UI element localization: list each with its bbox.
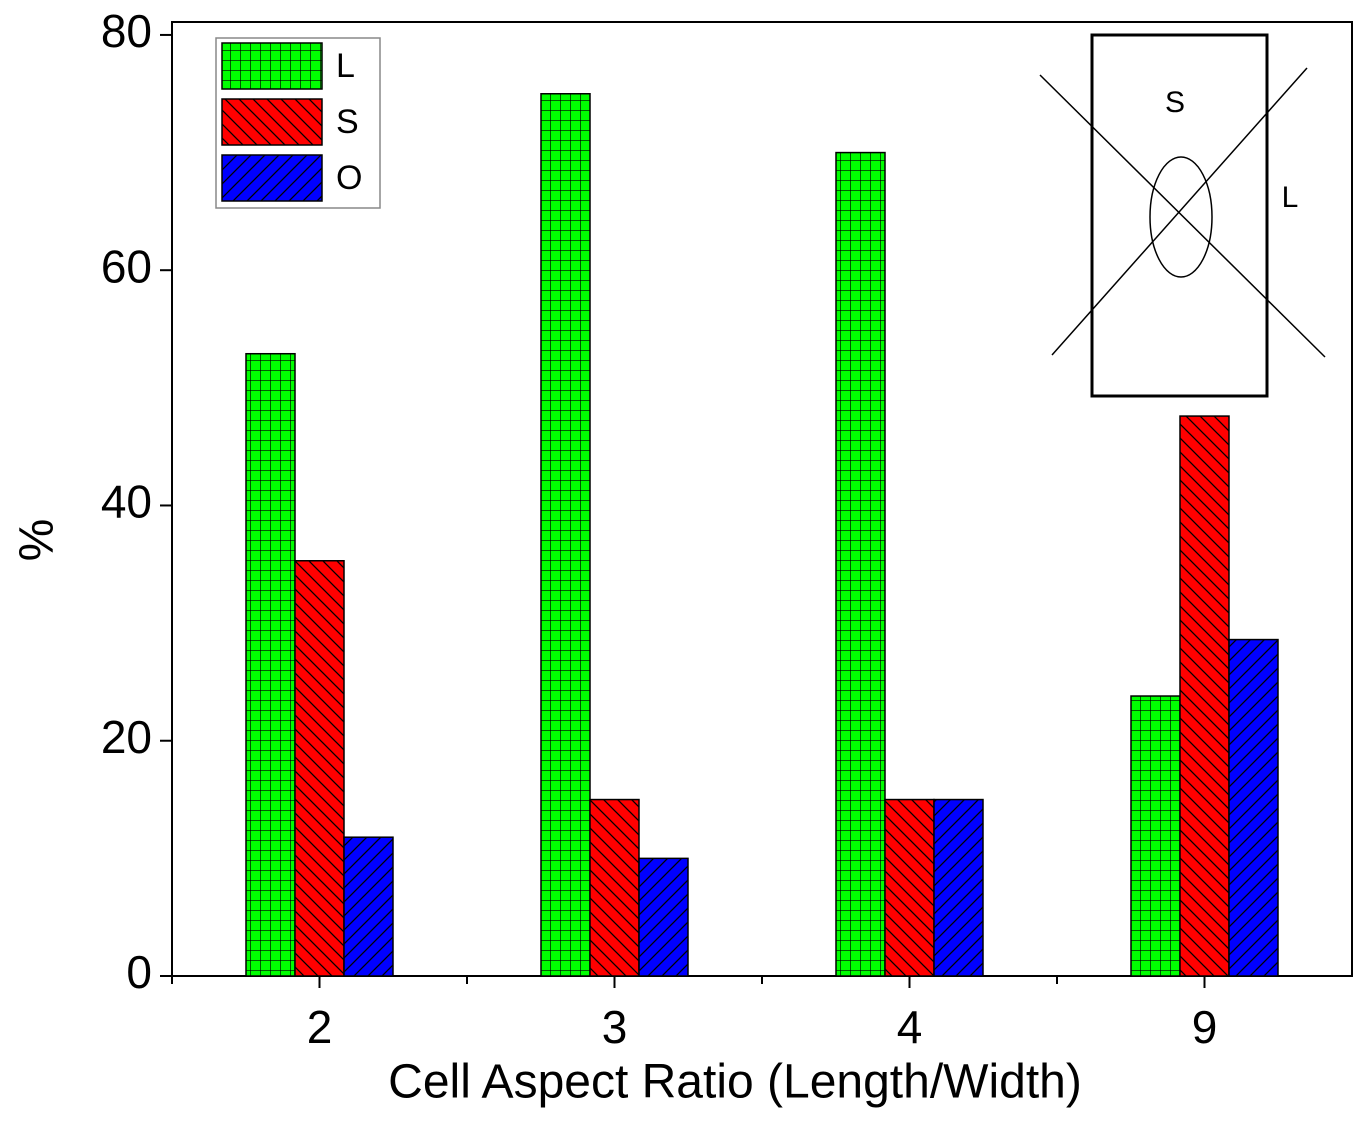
- bar: [638, 857, 689, 977]
- bar: [835, 151, 886, 977]
- bar: [1130, 695, 1181, 977]
- y-tick-label: 0: [126, 946, 152, 998]
- bar: [540, 93, 591, 977]
- legend-swatch: [221, 42, 323, 90]
- x-tick-label: 4: [897, 1001, 923, 1053]
- bar: [933, 798, 984, 977]
- legend-label: S: [336, 103, 359, 141]
- x-tick-label: 9: [1192, 1001, 1218, 1053]
- bar: [1228, 638, 1279, 977]
- y-tick-label: 60: [101, 240, 152, 292]
- legend-label: O: [336, 159, 362, 197]
- inset-diagram: S L: [1039, 33, 1326, 398]
- bar: [294, 560, 345, 977]
- bar: [343, 836, 394, 977]
- inset-label: S: [1165, 86, 1185, 119]
- y-tick-label: 40: [101, 476, 152, 528]
- x-tick-label: 3: [602, 1001, 628, 1053]
- legend-swatch: [221, 98, 323, 146]
- x-tick-label: 2: [307, 1001, 333, 1053]
- bar: [245, 352, 296, 977]
- x-axis-label: Cell Aspect Ratio (Length/Width): [388, 1056, 1082, 1109]
- legend-swatch: [221, 154, 323, 202]
- bar: [589, 798, 640, 977]
- bar: [884, 798, 935, 977]
- y-tick-label: 80: [101, 5, 152, 57]
- legend-label: L: [336, 47, 355, 85]
- y-tick-label: 20: [101, 711, 152, 763]
- inset-label: L: [1282, 181, 1299, 214]
- bar: [1179, 415, 1230, 977]
- y-axis-label: %: [11, 519, 64, 562]
